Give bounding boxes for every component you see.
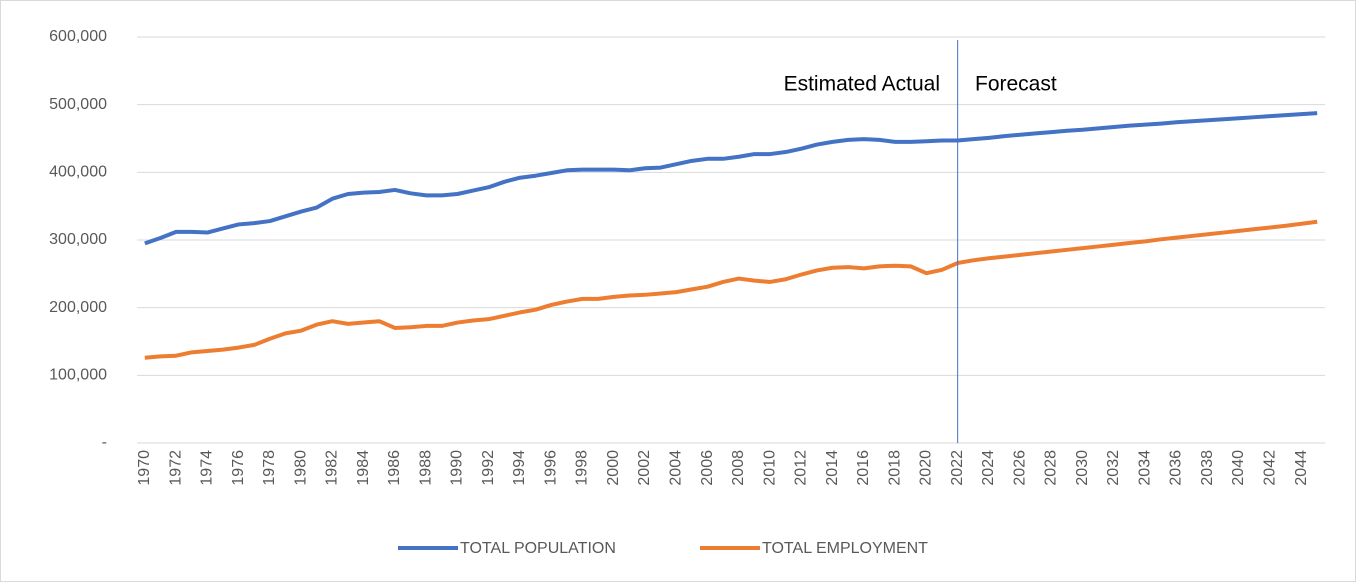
annotation: Estimated Actual (784, 73, 940, 96)
x-tick-label: 1978 (261, 450, 278, 486)
x-tick-label: 2042 (1262, 450, 1279, 486)
x-tick-label: 1992 (480, 450, 497, 486)
legend-label: TOTAL EMPLOYMENT (762, 540, 928, 557)
x-tick-label: 2034 (1136, 450, 1153, 486)
series-line (144, 219, 1318, 360)
x-tick-label: 2024 (980, 450, 997, 486)
series-line (144, 111, 1318, 246)
x-tick-label: 2016 (855, 450, 872, 486)
x-tick-label: 2008 (730, 450, 747, 486)
x-tick-label: 2004 (668, 450, 685, 486)
y-tick-label: 600,000 (49, 28, 107, 45)
x-tick-label: 2032 (1105, 450, 1122, 486)
x-tick-label: 2018 (886, 450, 903, 486)
x-tick-label: 1996 (542, 450, 559, 486)
x-tick-label: 2044 (1293, 450, 1310, 486)
x-tick-label: 1976 (230, 450, 247, 486)
y-tick-label: 400,000 (49, 164, 107, 181)
x-tick-label: 2012 (793, 450, 810, 486)
x-tick-label: 2028 (1043, 450, 1060, 486)
x-tick-label: 1986 (386, 450, 403, 486)
x-tick-label: 2010 (761, 450, 778, 486)
x-tick-label: 1994 (511, 450, 528, 486)
x-tick-label: 2040 (1230, 450, 1247, 486)
x-tick-label: 2030 (1074, 450, 1091, 486)
y-tick-label: 200,000 (49, 299, 107, 316)
legend-label: TOTAL POPULATION (460, 540, 616, 557)
y-tick-label: 100,000 (49, 367, 107, 384)
x-tick-label: 1998 (574, 450, 591, 486)
x-tick-label: 1982 (324, 450, 341, 486)
x-tick-label: 1972 (167, 450, 184, 486)
x-tick-label: 2006 (699, 450, 716, 486)
x-tick-label: 2002 (636, 450, 653, 486)
y-tick-label: 300,000 (49, 231, 107, 248)
x-tick-label: 1980 (292, 450, 309, 486)
x-tick-label: 1990 (449, 450, 466, 486)
y-tick-label: 500,000 (49, 96, 107, 113)
annotation: Forecast (975, 73, 1057, 96)
x-tick-label: 2022 (949, 450, 966, 486)
x-tick-label: 2036 (1168, 450, 1185, 486)
x-tick-label: 1974 (199, 450, 216, 486)
x-tick-label: 1970 (136, 450, 153, 486)
x-tick-label: 2020 (918, 450, 935, 486)
x-tick-label: 2038 (1199, 450, 1216, 486)
x-tick-label: 2026 (1011, 450, 1028, 486)
x-tick-label: 1984 (355, 450, 372, 486)
y-tick-label: - (102, 434, 107, 451)
x-tick-label: 1988 (417, 450, 434, 486)
x-tick-label: 2014 (824, 450, 841, 486)
x-tick-label: 2000 (605, 450, 622, 486)
